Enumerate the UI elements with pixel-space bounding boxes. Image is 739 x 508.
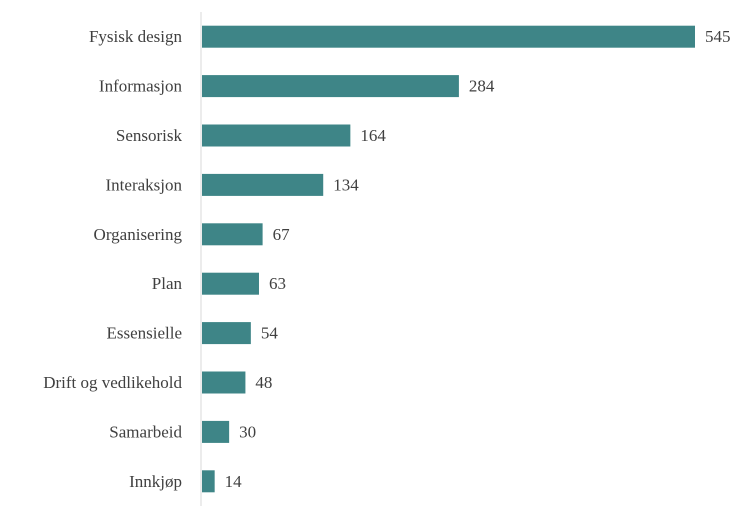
category-label: Plan xyxy=(152,274,183,293)
bar xyxy=(202,322,251,345)
data-label: 134 xyxy=(333,175,359,194)
bars-group xyxy=(202,25,695,493)
category-label: Informasjon xyxy=(99,77,183,96)
bar xyxy=(202,173,324,196)
category-label: Drift og vedlikehold xyxy=(43,373,182,392)
data-label: 284 xyxy=(469,77,495,96)
bar xyxy=(202,470,215,493)
category-label: Essensielle xyxy=(106,324,182,343)
data-label: 164 xyxy=(360,126,386,145)
bar xyxy=(202,371,246,394)
bar xyxy=(202,75,459,98)
category-label: Interaksjon xyxy=(106,175,183,194)
data-label: 545 xyxy=(705,27,731,46)
category-label: Fysisk design xyxy=(89,27,183,46)
data-label: 54 xyxy=(261,324,279,343)
category-label: Innkjøp xyxy=(129,472,182,491)
bar xyxy=(202,272,259,295)
category-label: Sensorisk xyxy=(116,126,183,145)
data-label: 48 xyxy=(255,373,272,392)
category-label: Organisering xyxy=(94,225,183,244)
data-label: 63 xyxy=(269,274,286,293)
bar xyxy=(202,124,351,147)
data-label: 14 xyxy=(225,472,243,491)
data-label: 30 xyxy=(239,422,256,441)
category-label: Samarbeid xyxy=(109,422,182,441)
bar xyxy=(202,223,263,246)
category-labels-group: Fysisk design Informasjon Sensorisk Interak… xyxy=(43,27,182,491)
data-label: 67 xyxy=(273,225,291,244)
bar xyxy=(202,420,230,443)
value-labels-group: 545 284 164 134 67 63 54 48 30 14 xyxy=(225,27,731,491)
bar xyxy=(202,25,695,48)
